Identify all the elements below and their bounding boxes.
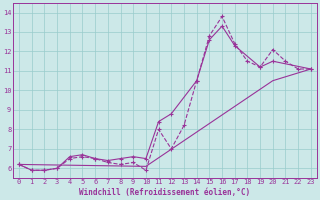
- X-axis label: Windchill (Refroidissement éolien,°C): Windchill (Refroidissement éolien,°C): [79, 188, 251, 197]
